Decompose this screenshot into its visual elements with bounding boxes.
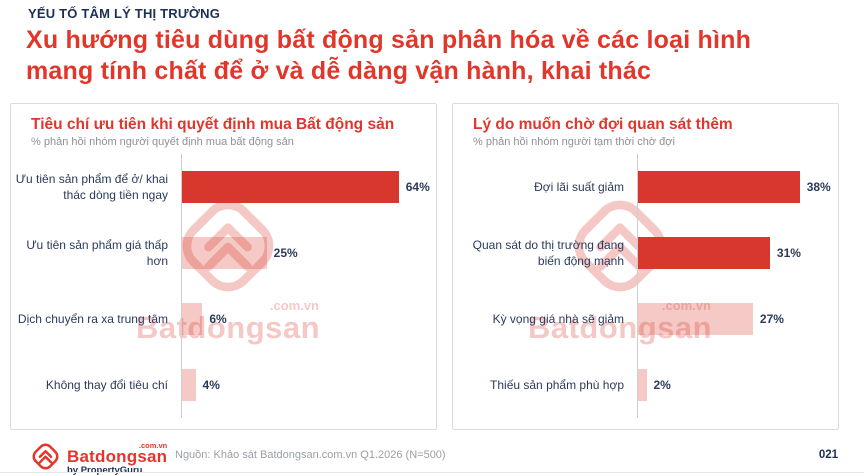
section-eyebrow: YẾU TỐ TÂM LÝ THỊ TRƯỜNG [28, 6, 221, 21]
category-label: Kỳ vọng giá nhà sẽ giảm [492, 312, 624, 326]
value-label: 6% [209, 312, 227, 326]
bar-track: 27% [637, 286, 838, 352]
bar-chart-wait-reasons: .com.vn Batdongsan Đợi lãi suất giảm 38% Q… [453, 154, 838, 418]
category-label: Ưu tiên sản phẩm để ở/ khai thác dòng ti… [15, 172, 168, 202]
bottom-divider [0, 472, 864, 473]
category-label: Không thay đổi tiêu chí [45, 378, 168, 392]
bar-track: 64% [181, 154, 436, 220]
panel-purchase-criteria: Tiêu chí ưu tiên khi quyết định mua Bất … [10, 103, 437, 430]
category-label: Đợi lãi suất giảm [534, 180, 624, 194]
bar-track: 25% [181, 220, 436, 286]
bar-track: 2% [637, 352, 838, 418]
logo-brand: Batdongsan [67, 447, 168, 466]
batdongsan-logo: .com.vn Batdongsan by PropertyGuru [30, 441, 167, 476]
value-label: 64% [405, 180, 430, 194]
bar [182, 171, 399, 203]
bar-track: 31% [637, 220, 838, 286]
bar-track: 38% [637, 154, 838, 220]
logo-text: .com.vn Batdongsan by PropertyGuru [67, 442, 167, 476]
value-label: 2% [653, 378, 671, 392]
bar-track: 6% [181, 286, 436, 352]
chart-row: Thiếu sản phẩm phù hợp 2% [453, 352, 838, 418]
chart-row: Không thay đổi tiêu chí 4% [11, 352, 436, 418]
chart-row: Kỳ vọng giá nhà sẽ giảm 27% [453, 286, 838, 352]
bar [638, 303, 753, 335]
logo-byline: by PropertyGuru [67, 465, 143, 476]
bar [182, 237, 267, 269]
page-title-line-1: Xu hướng tiêu dùng bất động sản phân hóa… [26, 26, 752, 54]
bar [182, 303, 203, 335]
bar [638, 237, 770, 269]
value-label: 31% [776, 246, 801, 260]
chart-row: Dịch chuyển ra xa trung tâm 6% [11, 286, 436, 352]
category-label: Thiếu sản phẩm phù hợp [490, 378, 624, 392]
chart-title: Tiêu chí ưu tiên khi quyết định mua Bất … [31, 116, 395, 133]
source-note: Nguồn: Khảo sát Batdongsan.com.vn Q1.202… [175, 449, 446, 461]
batdongsan-logo-icon [30, 441, 61, 476]
chart-subtitle: % phản hồi nhóm người quyết định mua bất… [31, 136, 294, 148]
bar [182, 369, 196, 401]
chart-row: Đợi lãi suất giảm 38% [453, 154, 838, 220]
chart-row: Quan sát do thị trường đang biến động mạ… [453, 220, 838, 286]
panel-wait-reasons: Lý do muốn chờ đợi quan sát thêm % phản … [452, 103, 839, 430]
category-label: Dịch chuyển ra xa trung tâm [17, 312, 168, 326]
bar-chart-purchase-criteria: .com.vn Batdongsan Ưu tiên sản phẩm để ở… [11, 154, 436, 418]
logo-domain: .com.vn [138, 441, 168, 450]
chart-subtitle: % phản hồi nhóm người tạm thời chờ đợi [473, 136, 675, 148]
chart-row: Ưu tiên sản phẩm để ở/ khai thác dòng ti… [11, 154, 436, 220]
chart-row: Ưu tiên sản phẩm giá thấp hơn 25% [11, 220, 436, 286]
panel-head: Lý do muốn chờ đợi quan sát thêm % phản … [453, 104, 838, 148]
page-title-line-2: mang tính chất để ở và dễ dàng vận hành,… [26, 57, 652, 85]
panel-head: Tiêu chí ưu tiên khi quyết định mua Bất … [11, 104, 436, 148]
category-label: Quan sát do thị trường đang biến động mạ… [472, 238, 624, 268]
chart-panels: Tiêu chí ưu tiên khi quyết định mua Bất … [10, 103, 839, 430]
chart-title: Lý do muốn chờ đợi quan sát thêm [473, 116, 733, 133]
value-label: 4% [202, 378, 220, 392]
bar-track: 4% [181, 352, 436, 418]
bar [638, 171, 800, 203]
category-label: Ưu tiên sản phẩm giá thấp hơn [26, 238, 168, 268]
page-number: 021 [818, 449, 838, 461]
page-title: Xu hướng tiêu dùng bất động sản phân hóa… [26, 25, 842, 87]
value-label: 25% [273, 246, 298, 260]
value-label: 27% [759, 312, 784, 326]
value-label: 38% [806, 180, 831, 194]
bar [638, 369, 647, 401]
